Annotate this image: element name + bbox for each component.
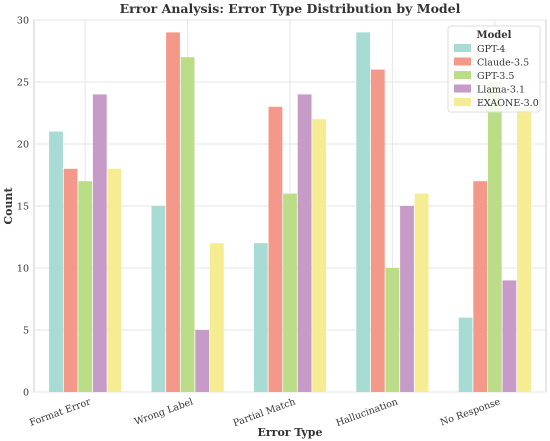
bar [151, 206, 166, 392]
bar [473, 181, 488, 392]
legend-label: GPT-4 [477, 44, 505, 55]
bar [209, 243, 224, 392]
bar [517, 106, 531, 393]
bar [297, 94, 312, 393]
bars [49, 32, 531, 393]
bar [283, 193, 297, 392]
bar [487, 82, 502, 392]
y-tick-label: 5 [23, 326, 29, 337]
x-tick-label: Format Error [28, 396, 92, 428]
legend-label: GPT-3.5 [477, 71, 514, 82]
bar [195, 330, 210, 392]
x-axis-label: Error Type [258, 426, 323, 439]
bar [166, 32, 180, 393]
y-tick-label: 30 [17, 16, 29, 27]
bar [414, 193, 429, 392]
chart-title: Error Analysis: Error Type Distribution … [120, 1, 461, 16]
y-axis-label: Count [2, 186, 15, 224]
legend-label: EXAONE-3.0 [477, 98, 539, 109]
y-tick-label: 25 [17, 78, 29, 89]
bar [312, 119, 327, 392]
legend: Model GPT-4 Claude-3.5 GPT-3.5 Llama-3.1 EXA… [447, 25, 541, 113]
legend-swatch [454, 71, 471, 79]
legend-label: Claude-3.5 [477, 58, 529, 69]
bar [385, 268, 400, 392]
y-tick-label: 0 [23, 388, 29, 399]
x-tick-label: Partial Match [232, 396, 297, 429]
bar [78, 181, 93, 392]
bar [268, 106, 283, 393]
bar [502, 280, 517, 392]
x-tick-label: Hallucination [335, 396, 400, 429]
bar [400, 206, 414, 392]
bar [107, 168, 122, 392]
y-axis-ticks: 0 5 10 15 20 25 30 [17, 16, 29, 399]
bar [370, 69, 385, 392]
y-tick-label: 10 [17, 264, 29, 275]
legend-swatch [454, 44, 471, 52]
x-tick-label: No Response [439, 396, 502, 428]
bar [180, 57, 195, 392]
bar [458, 317, 473, 392]
bar [49, 131, 63, 392]
x-axis-ticks: Format Error Wrong Label Partial Match Hall… [28, 396, 502, 429]
bar [92, 94, 107, 393]
legend-swatch [454, 57, 471, 66]
legend-swatch [454, 84, 471, 93]
bar [253, 243, 268, 392]
legend-title: Model [477, 30, 512, 41]
bar [63, 168, 78, 392]
bar [356, 32, 371, 393]
x-tick-label: Wrong Label [133, 396, 195, 427]
y-tick-label: 20 [17, 140, 29, 151]
y-tick-label: 15 [17, 202, 29, 213]
legend-label: Llama-3.1 [477, 85, 525, 96]
legend-swatch [454, 98, 471, 106]
